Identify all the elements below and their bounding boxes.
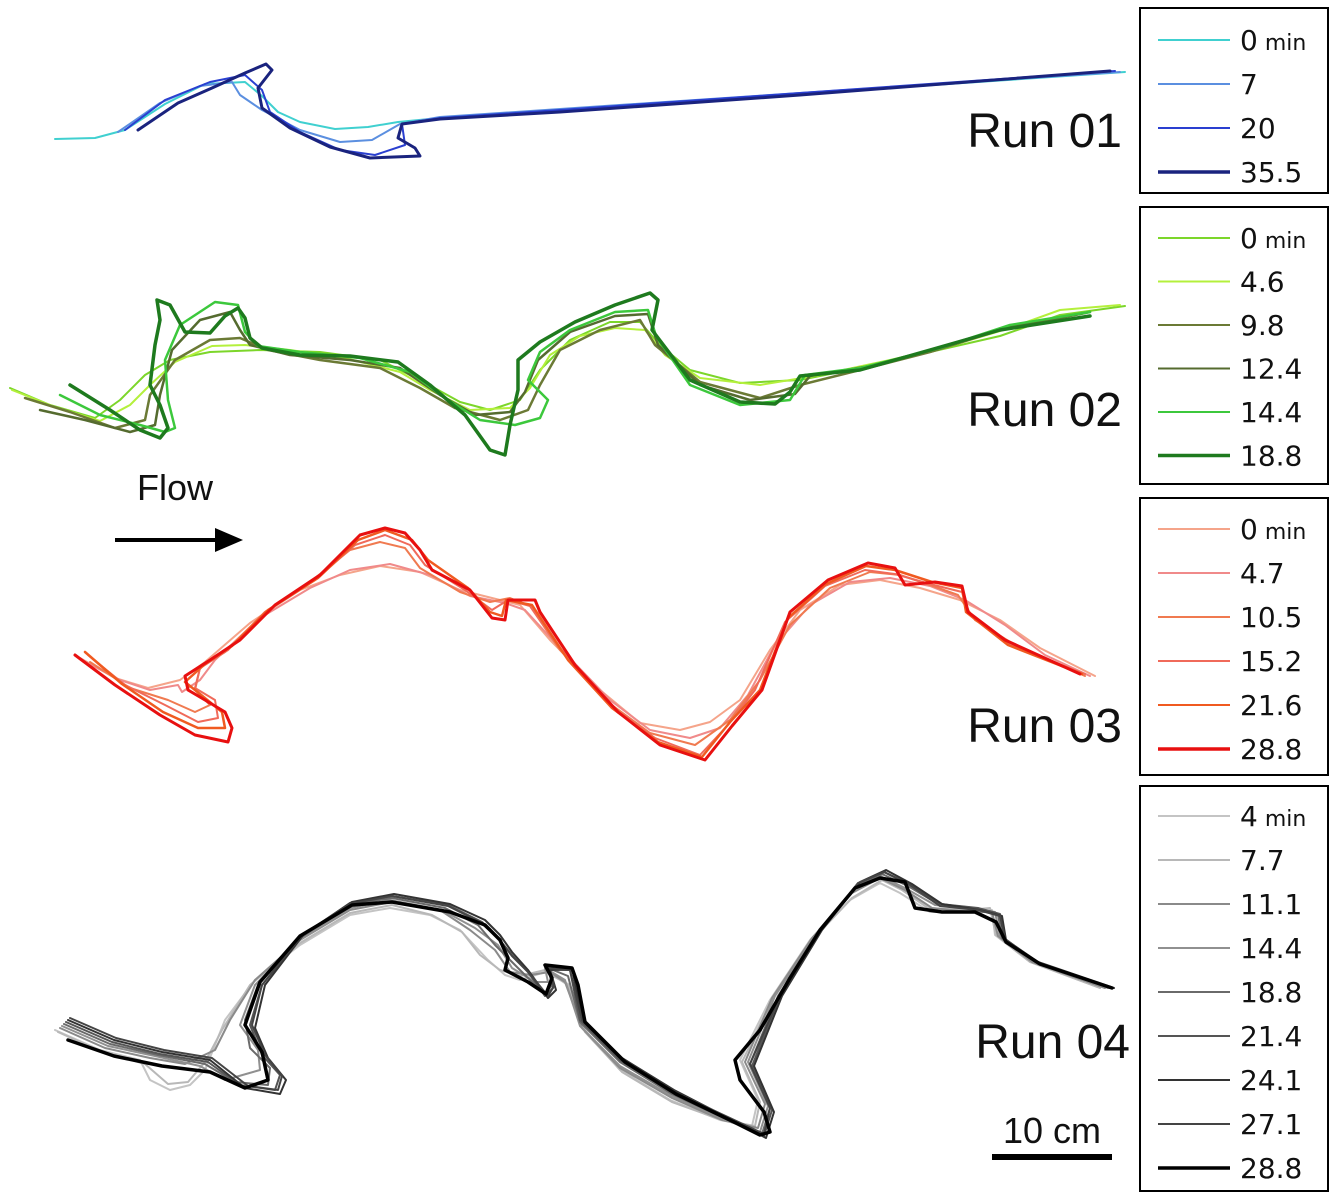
run-01-label: Run 01 (967, 105, 1122, 158)
legend-label: 4.7 (1240, 557, 1285, 590)
legend-box (1139, 206, 1329, 485)
run-03-label: Run 03 (967, 700, 1122, 753)
run-03-trace-47 (81, 563, 1091, 739)
flow-label: Flow (137, 467, 214, 508)
run-04-channel (54, 869, 1115, 1139)
legend-label: 35.5 (1240, 156, 1302, 189)
legend-run-1: 0 min 7 20 35.5 (1139, 7, 1329, 194)
legend-label: 14.4 (1240, 396, 1302, 429)
legend-run-2: 0 min 4.6 9.8 12.4 14.4 18.8 (1139, 206, 1329, 485)
legend-label: 4.6 (1240, 266, 1285, 299)
legend-label: 7.7 (1240, 844, 1285, 877)
legend-label: 12.4 (1240, 353, 1302, 386)
scale-bar: 10 cm (992, 1110, 1112, 1160)
flow-arrow-icon (215, 528, 243, 552)
run-02-trace-124 (38, 310, 1087, 434)
run-02-trace-188 (68, 291, 1092, 457)
legend-label: 21.4 (1240, 1020, 1302, 1053)
run-02-channel (9, 291, 1126, 457)
run-01-trace-35 (136, 62, 1112, 160)
legend-label: 27.1 (1240, 1108, 1302, 1141)
legend-label: 11.1 (1240, 888, 1302, 921)
flow-indicator: Flow (115, 467, 243, 552)
run-02-label: Run 02 (967, 384, 1122, 437)
legend-run-4: 4 min 7.7 11.1 14.4 18.8 21.4 24.1 27.1 28.8 (1139, 785, 1329, 1192)
legend-label: 0 min (1240, 222, 1306, 255)
run-03-trace-105 (89, 541, 1086, 746)
run-02-trace-98 (23, 310, 1092, 430)
legend-label: 0 min (1240, 24, 1306, 57)
legend-label: 15.2 (1240, 645, 1302, 678)
legend-label: 0 min (1240, 513, 1306, 546)
legend-label: 20 (1240, 112, 1276, 145)
run-03-trace-216 (83, 528, 1084, 759)
legend-box (1139, 497, 1329, 776)
legend-label: 10.5 (1240, 601, 1302, 634)
legend-label: 18.8 (1240, 440, 1302, 473)
legend-label: 14.4 (1240, 932, 1302, 965)
run-01-channel (54, 62, 1126, 160)
run-03-trace-152 (87, 534, 1086, 756)
legend-label: 18.8 (1240, 976, 1302, 1009)
legend-label: 24.1 (1240, 1064, 1302, 1097)
run-04-trace-144 (61, 875, 1109, 1133)
legend-label: 9.8 (1240, 309, 1285, 342)
legend-label: 4 min (1240, 800, 1306, 833)
run-03-trace-288 (73, 526, 1082, 762)
run-04-trace-288 (66, 876, 1114, 1137)
legend-box (1139, 7, 1329, 194)
legend-label: 28.8 (1240, 1152, 1302, 1185)
legend-label: 28.8 (1240, 733, 1302, 766)
run-03-channel (73, 526, 1096, 762)
run-04-label: Run 04 (975, 1016, 1130, 1069)
legend-run-3: 0 min 4.7 10.5 15.2 21.6 28.8 (1139, 497, 1329, 776)
scale-label: 10 cm (1003, 1110, 1101, 1151)
legend-label: 21.6 (1240, 689, 1302, 722)
legend-label: 7 (1240, 68, 1258, 101)
